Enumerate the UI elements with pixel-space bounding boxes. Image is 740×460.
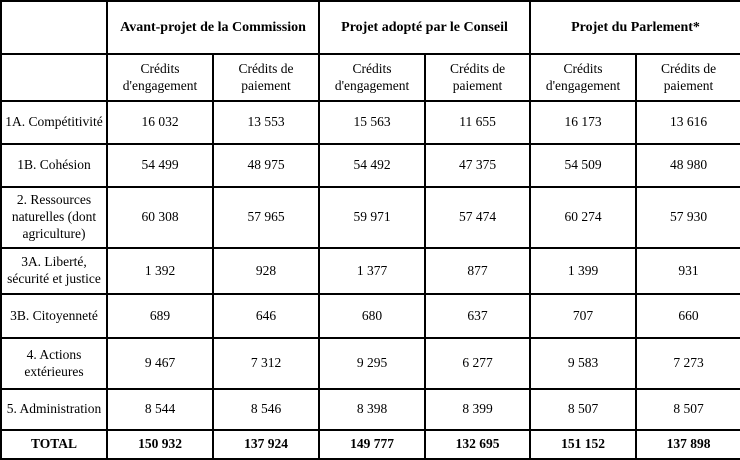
subheader-engagement-conseil: Crédits d'engagement [318, 53, 427, 102]
table-cell: 13 616 [635, 100, 740, 145]
table-cell: 689 [106, 293, 214, 339]
total-cell: 151 152 [529, 429, 638, 460]
table-cell: 48 980 [635, 143, 740, 188]
subheader-paiement-parlement: Crédits de paiement [635, 53, 740, 102]
table-row-liberte-securite-justice: 3A. Liberté, sécurité et justice 1 392 9… [0, 247, 740, 295]
group-header-commission: Avant-projet de la Commission [105, 0, 321, 55]
total-cell: 149 777 [318, 429, 427, 460]
table-cell: 9 295 [318, 337, 427, 390]
table-cell: 16 173 [529, 100, 638, 145]
row-label: 5. Administration [0, 388, 108, 431]
table-cell: 8 544 [106, 388, 214, 431]
table-cell: 54 492 [318, 143, 427, 188]
total-label: TOTAL [0, 429, 108, 460]
table-cell: 60 308 [106, 186, 214, 249]
total-cell: 132 695 [424, 429, 532, 460]
corner-cell-sub [0, 53, 108, 102]
table-cell: 54 509 [529, 143, 638, 188]
table-cell: 646 [211, 293, 321, 339]
table-cell: 9 583 [529, 337, 638, 390]
table-cell: 1 377 [318, 247, 427, 295]
table-cell: 8 507 [529, 388, 638, 431]
table-cell: 59 971 [318, 186, 427, 249]
group-header-conseil: Projet adopté par le Conseil [318, 0, 532, 55]
table-row-total: TOTAL 150 932 137 924 149 777 132 695 15… [0, 429, 740, 460]
table-cell: 928 [211, 247, 321, 295]
table-cell: 54 499 [106, 143, 214, 188]
table-cell: 57 930 [635, 186, 740, 249]
table-cell: 1 392 [106, 247, 214, 295]
row-label: 3B. Citoyenneté [0, 293, 108, 339]
table-row-ressources-naturelles: 2. Ressources naturelles (dont agricultu… [0, 186, 740, 249]
row-label: 1A. Compétitivité [0, 100, 108, 145]
table-cell: 16 032 [106, 100, 214, 145]
corner-cell-top [0, 0, 108, 55]
table-row-administration: 5. Administration 8 544 8 546 8 398 8 39… [0, 388, 740, 431]
subheader-engagement-commission: Crédits d'engagement [106, 53, 214, 102]
table-row-citoyennete: 3B. Citoyenneté 689 646 680 637 707 660 [0, 293, 740, 339]
table-row-competitivite: 1A. Compétitivité 16 032 13 553 15 563 1… [0, 100, 740, 145]
table-cell: 8 546 [211, 388, 321, 431]
total-cell: 137 924 [211, 429, 321, 460]
row-label: 1B. Cohésion [0, 143, 108, 188]
subheader-engagement-parlement: Crédits d'engagement [529, 53, 638, 102]
table-cell: 680 [318, 293, 427, 339]
row-label: 4. Actions extérieures [0, 337, 108, 390]
table-cell: 8 398 [318, 388, 427, 431]
table-cell: 60 274 [529, 186, 638, 249]
group-header-parlement: Projet du Parlement* [529, 0, 740, 55]
table-cell: 13 553 [211, 100, 321, 145]
table-row-actions-exterieures: 4. Actions extérieures 9 467 7 312 9 295… [0, 337, 740, 390]
table-cell: 637 [424, 293, 532, 339]
subheader-paiement-commission: Crédits de paiement [211, 53, 321, 102]
table-cell: 48 975 [211, 143, 321, 188]
table-cell: 57 474 [424, 186, 532, 249]
table-cell: 9 467 [106, 337, 214, 390]
table-cell: 1 399 [529, 247, 638, 295]
row-label: 3A. Liberté, sécurité et justice [0, 247, 108, 295]
table-cell: 11 655 [424, 100, 532, 145]
table-cell: 931 [635, 247, 740, 295]
table-cell: 877 [424, 247, 532, 295]
table-cell: 8 399 [424, 388, 532, 431]
table-cell: 15 563 [318, 100, 427, 145]
group-header-row: Avant-projet de la Commission Projet ado… [0, 0, 740, 55]
table-cell: 7 273 [635, 337, 740, 390]
table-cell: 707 [529, 293, 638, 339]
table-cell: 57 965 [211, 186, 321, 249]
total-cell: 150 932 [106, 429, 214, 460]
row-label: 2. Ressources naturelles (dont agricultu… [0, 186, 108, 249]
table-cell: 47 375 [424, 143, 532, 188]
table-row-cohesion: 1B. Cohésion 54 499 48 975 54 492 47 375… [0, 143, 740, 188]
total-cell: 137 898 [635, 429, 740, 460]
subheader-paiement-conseil: Crédits de paiement [424, 53, 532, 102]
table-cell: 7 312 [211, 337, 321, 390]
table-cell: 8 507 [635, 388, 740, 431]
table-cell: 660 [635, 293, 740, 339]
table-cell: 6 277 [424, 337, 532, 390]
subheader-row: Crédits d'engagement Crédits de paiement… [0, 53, 740, 102]
